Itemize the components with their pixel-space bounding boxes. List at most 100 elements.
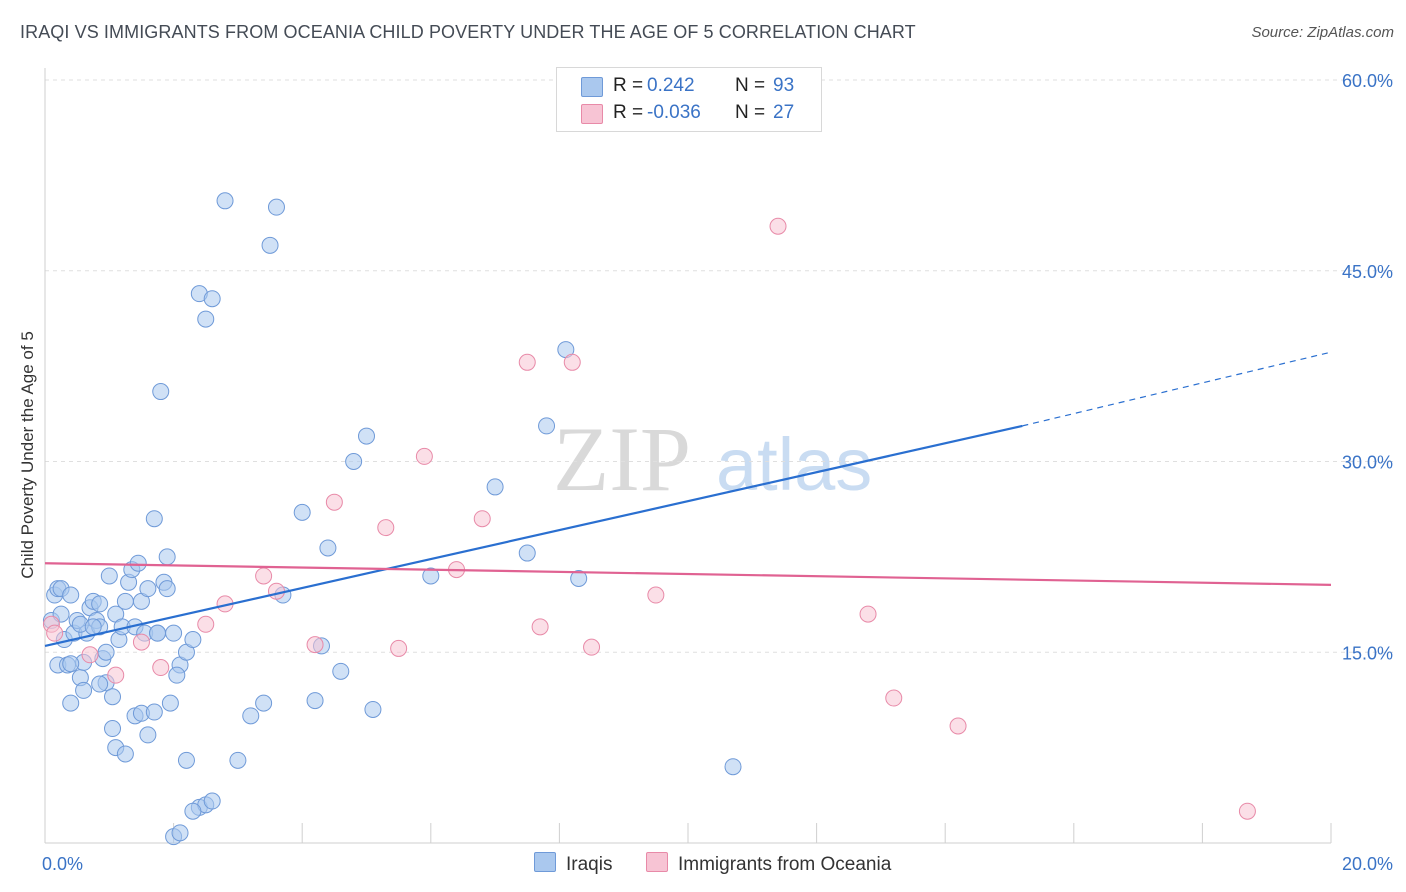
x-tick-label: 20.0% [1342,854,1393,874]
x-tick-label: 0.0% [42,854,83,874]
iraqis-point [203,290,221,308]
oceania-point [415,447,433,465]
iraqis-point [161,694,179,712]
iraqis-point [364,700,382,718]
iraqis-point [358,427,375,445]
legend-n-label: N = [735,75,766,96]
chart-title: IRAQI VS IMMIGRANTS FROM OCEANIA CHILD P… [20,22,916,42]
iraqis-point [306,692,324,710]
correlation-legend: R = 0.242 N = 93 R = -0.036 N = 27 [556,67,822,132]
chart-source: Source: ZipAtlas.com [1251,24,1394,41]
bottom-legend-swatch-oceania [646,852,668,872]
iraqis-point [203,792,221,810]
iraqis-point [184,802,202,820]
oceania-point [255,567,273,585]
iraqis-point [62,655,80,673]
y-tick-label: 15.0% [1342,643,1393,663]
legend-n-label: N = [735,102,766,123]
iraqis-point [570,569,588,587]
legend-n-value: 27 [773,102,795,123]
oceania-point [518,353,536,371]
iraqis-point [197,310,215,328]
iraqis-point [91,595,109,613]
iraqis-point [104,688,122,706]
iraqis-point [84,618,102,636]
oceania-point [583,638,601,656]
iraqis-point [184,631,202,649]
iraqis-point [171,824,189,842]
oceania-point [107,666,125,684]
oceania-point [390,639,408,657]
legend-swatch-oceania [581,104,603,124]
iraqis-point [177,751,195,769]
iraqis-point [129,554,147,572]
legend-r-label: R = [613,75,644,96]
legend-r-value: 0.242 [647,75,695,96]
iraqis-point [267,198,285,216]
iraqis-point [255,694,273,712]
iraqis-point [139,726,157,744]
iraqis-point [149,624,167,642]
iraqis-point [293,503,311,521]
bottom-legend-iraqis: Iraqis [534,852,612,876]
legend-swatch-iraqis [581,77,603,97]
bottom-legend-oceania: Immigrants from Oceania [646,852,891,876]
iraqis-point [62,694,80,712]
oceania-point [81,646,99,664]
legend-r-value: -0.036 [647,102,701,123]
oceania-point [647,586,665,604]
y-tick-label: 45.0% [1342,262,1393,282]
iraqis-point [100,567,118,585]
iraqis-point [116,745,134,763]
bottom-legend-label-oceania: Immigrants from Oceania [678,854,892,875]
oceania-point [377,519,395,537]
iraqis-point [62,586,80,604]
iraqis-point [319,539,337,557]
iraqis-point [145,703,163,721]
iraqis-point [332,662,350,680]
iraqis-point [216,192,234,210]
iraqis-point [538,417,556,435]
oceania-point [1238,802,1256,820]
iraqis-point [168,666,186,684]
iraqis-point [345,453,363,470]
oceania-point [769,217,787,235]
iraqis-point [116,592,134,610]
iraqis-point [91,675,109,693]
iraqis-trend-line [44,424,1023,647]
oceania-point [473,510,491,528]
iraqis-point [518,544,536,562]
oceania-point [197,615,215,633]
iraqis-trend-extension [1022,351,1332,427]
iraqis-point [75,681,93,699]
oceania-point [306,636,324,654]
oceania-point [267,582,285,600]
iraqis-point [104,720,122,738]
iraqis-point [422,567,440,585]
oceania-point [531,618,549,636]
y-tick-label: 60.0% [1342,71,1393,91]
iraqis-point [97,643,115,661]
iraqis-point [158,580,176,598]
iraqis-point [165,624,183,642]
oceania-point [859,605,877,623]
oceania-trend-line [44,562,1332,586]
bottom-legend-swatch-iraqis [534,852,556,872]
iraqis-point [158,548,176,566]
oceania-point [152,659,170,677]
iraqis-point [152,383,170,401]
iraqis-point [145,510,163,528]
oceania-point [563,353,581,371]
oceania-point [46,624,64,642]
y-tick-label: 30.0% [1342,453,1393,473]
oceania-point [885,689,903,707]
oceania-point [132,633,150,651]
legend-r-label: R = [613,102,644,123]
iraqis-point [486,478,504,496]
bottom-legend-label-iraqis: Iraqis [566,854,613,875]
iraqis-point [261,236,279,254]
iraqis-point [724,758,742,776]
oceania-point [325,493,343,511]
iraqis-point [229,751,247,769]
